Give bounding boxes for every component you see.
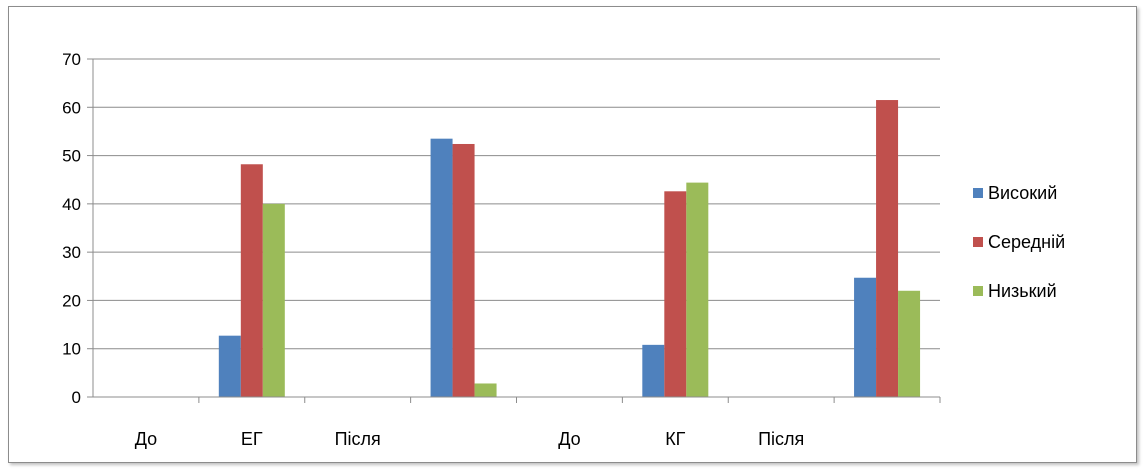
category-labels: До ЕГ Після До КГ Після bbox=[135, 429, 805, 449]
bar-Середній bbox=[664, 191, 687, 397]
legend-swatch bbox=[973, 286, 983, 296]
bar-Низький bbox=[898, 290, 921, 397]
y-tick-label: 40 bbox=[62, 195, 81, 214]
bar-Середній bbox=[240, 164, 263, 397]
category-label: Після bbox=[335, 429, 381, 449]
gridlines bbox=[93, 58, 940, 350]
bar-Низький bbox=[474, 383, 497, 397]
y-tick-label: 10 bbox=[62, 340, 81, 359]
category-label: КГ bbox=[665, 429, 685, 449]
bar-Високий bbox=[430, 138, 453, 397]
chart-frame: 0 10 20 30 40 50 60 70 До ЕГ Після До КГ Після Висок… bbox=[8, 6, 1137, 463]
bar-Низький bbox=[262, 203, 285, 397]
y-tick-label: 0 bbox=[72, 388, 81, 407]
category-label: Після bbox=[758, 429, 804, 449]
y-tick-label: 60 bbox=[62, 98, 81, 117]
bar-Високий bbox=[218, 335, 241, 397]
legend-label: Середній bbox=[988, 232, 1065, 252]
legend: Високий Середній Низький bbox=[973, 183, 1065, 301]
legend-label: Низький bbox=[988, 281, 1057, 301]
legend-label: Високий bbox=[988, 183, 1057, 203]
bar-Високий bbox=[642, 344, 665, 397]
bar-chart: 0 10 20 30 40 50 60 70 До ЕГ Після До КГ Після Висок… bbox=[62, 50, 1065, 449]
y-tick-label: 20 bbox=[62, 291, 81, 310]
legend-swatch bbox=[973, 188, 983, 198]
y-tick-label: 70 bbox=[62, 50, 81, 69]
bar-Середній bbox=[452, 143, 475, 397]
bar-Високий bbox=[854, 277, 877, 397]
category-label: До bbox=[135, 429, 157, 449]
bar-Середній bbox=[876, 100, 899, 398]
category-label: ЕГ bbox=[241, 429, 263, 449]
axes bbox=[87, 58, 941, 403]
category-label: До bbox=[558, 429, 580, 449]
y-tick-labels: 0 10 20 30 40 50 60 70 bbox=[62, 50, 81, 407]
bars bbox=[218, 100, 921, 398]
y-tick-label: 50 bbox=[62, 147, 81, 166]
y-tick-label: 30 bbox=[62, 243, 81, 262]
legend-swatch bbox=[973, 237, 983, 247]
bar-Низький bbox=[686, 182, 709, 397]
